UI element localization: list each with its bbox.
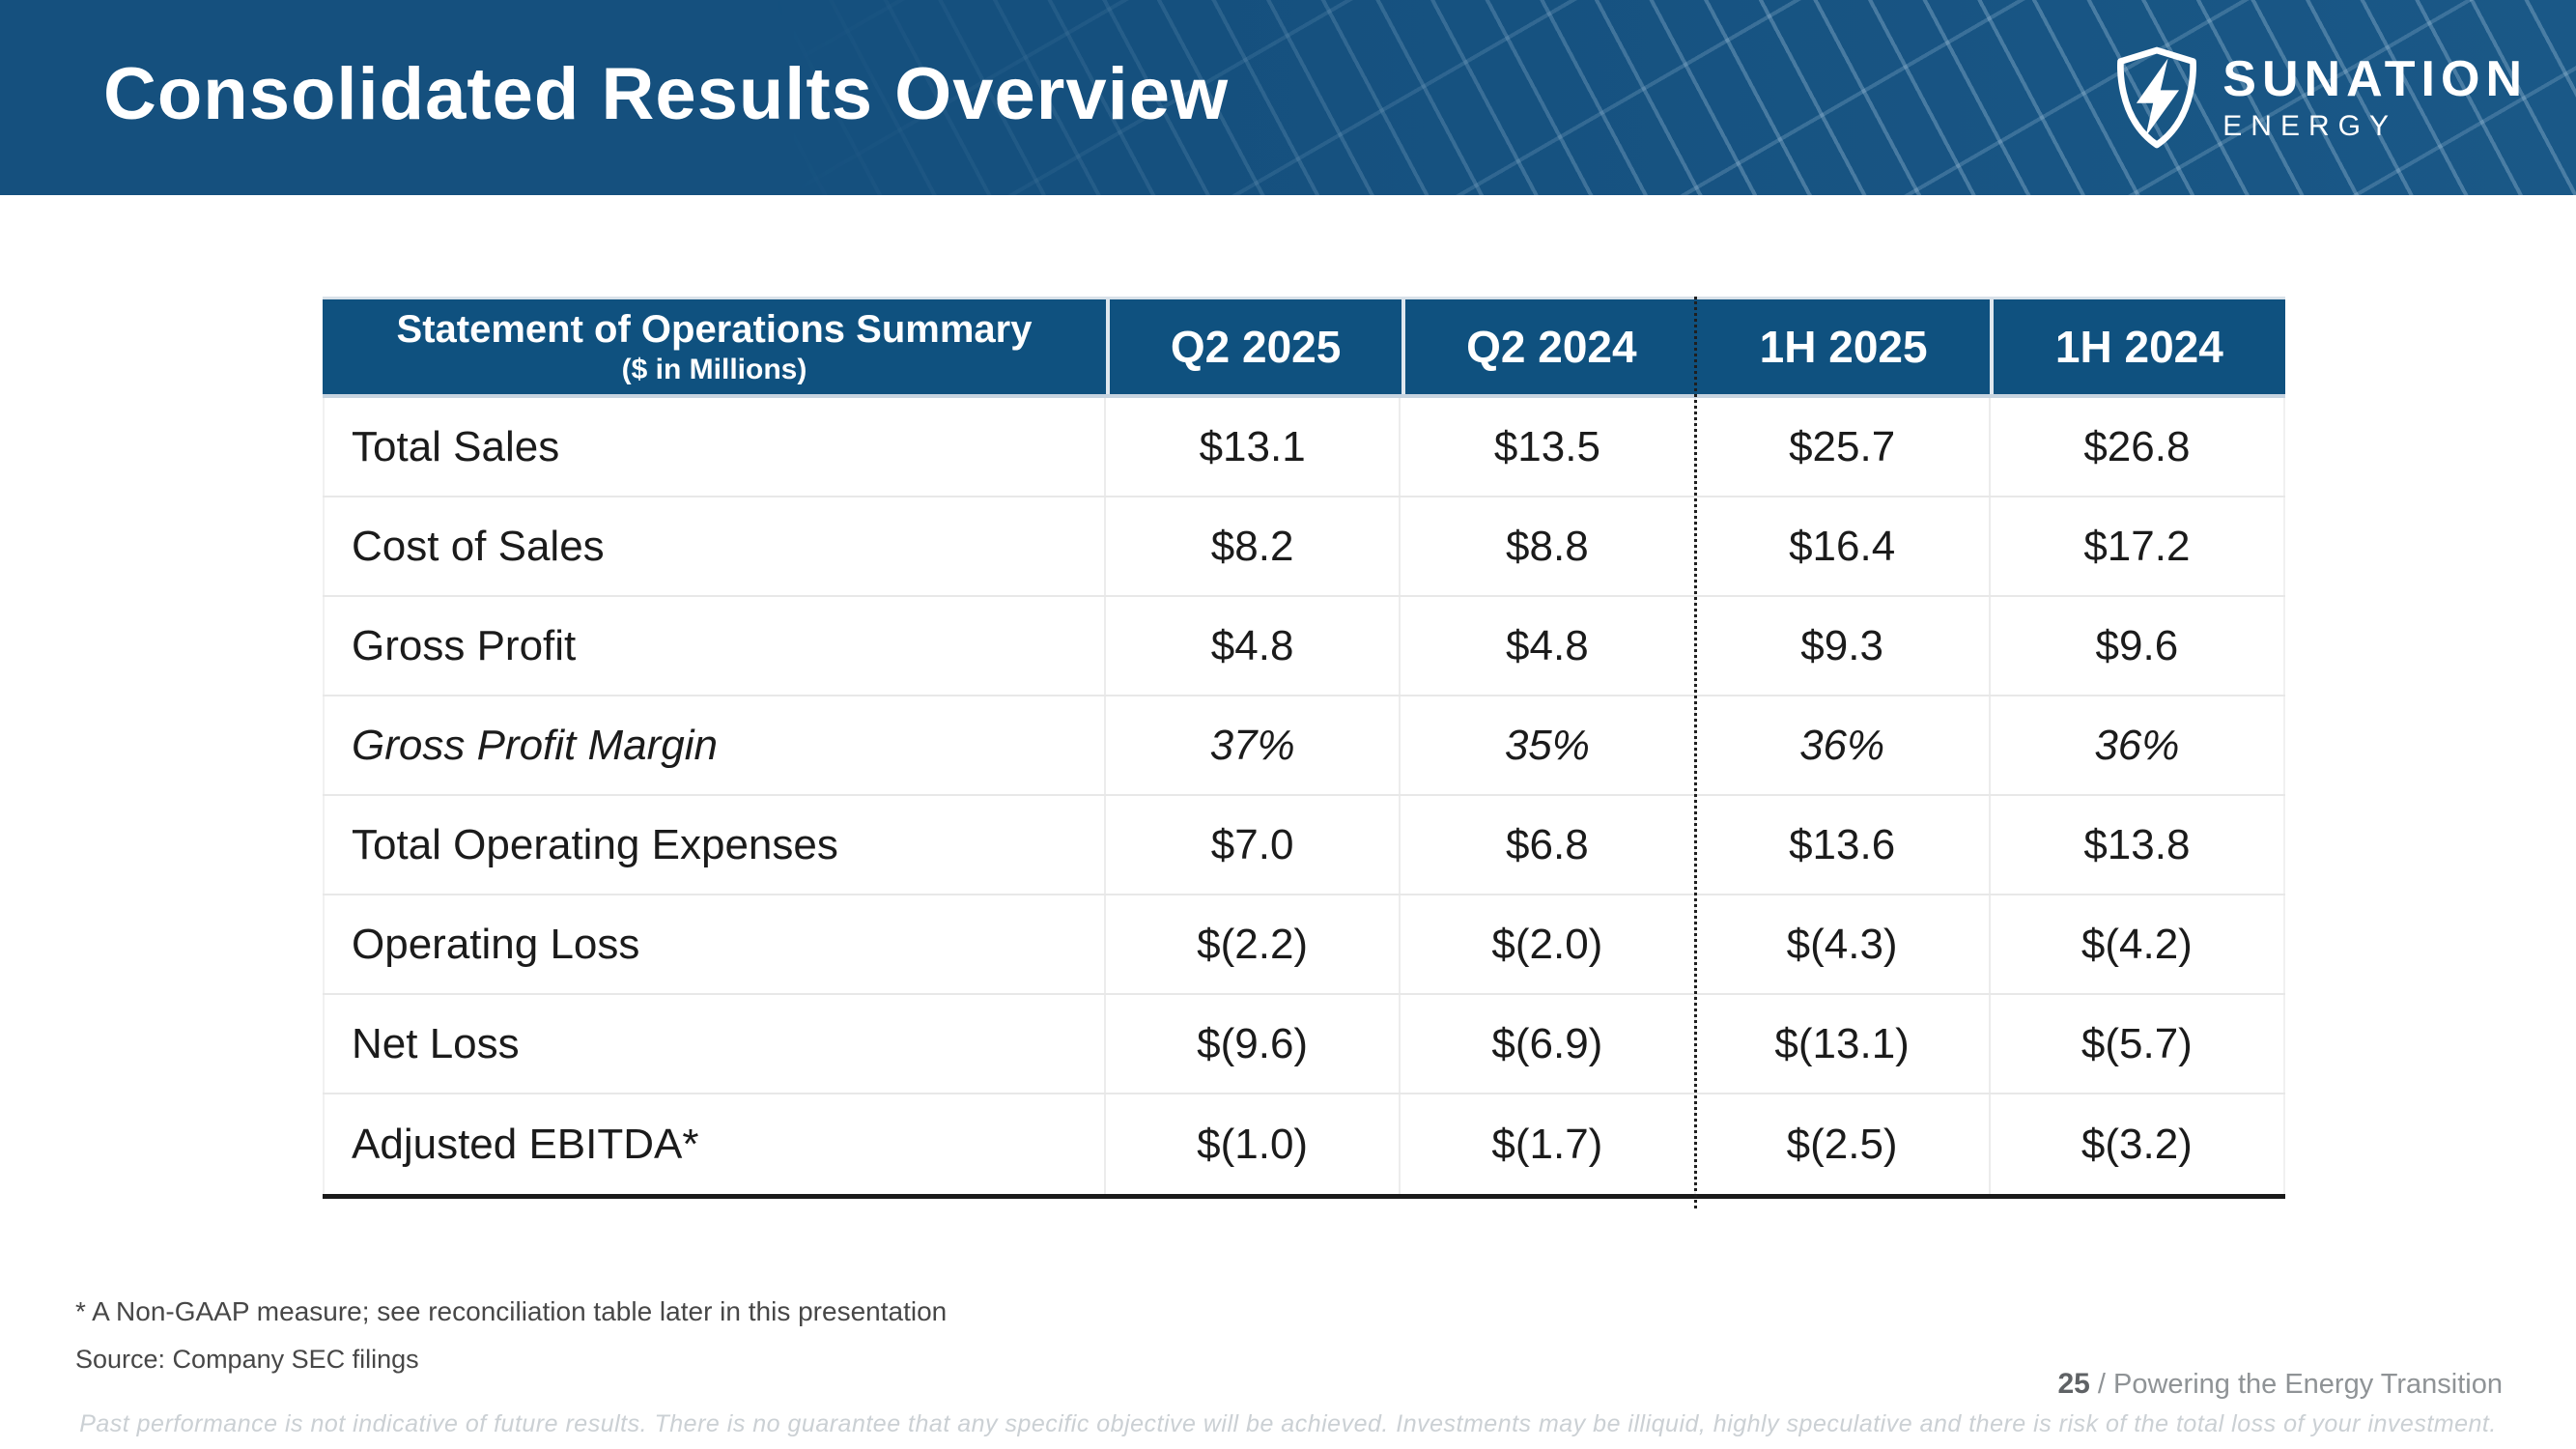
row-value: 36% — [1991, 696, 2285, 794]
row-label: Total Sales — [323, 398, 1106, 496]
table-row: Operating Loss $(2.2) $(2.0) $(4.3) $(4.2) — [323, 895, 2285, 995]
header-banner: Consolidated Results Overview SUNATION E… — [0, 0, 2576, 195]
row-label: Adjusted EBITDA* — [323, 1094, 1106, 1194]
row-label: Net Loss — [323, 995, 1106, 1093]
logo-name: SUNATION — [2222, 51, 2528, 107]
row-value: $13.5 — [1401, 398, 1696, 496]
row-value: $13.6 — [1696, 796, 1991, 894]
table-row: Total Sales $13.1 $13.5 $25.7 $26.8 — [323, 398, 2285, 497]
row-value: $9.6 — [1991, 597, 2285, 695]
row-value: $(4.3) — [1696, 895, 1991, 993]
page-footer: 25 / Powering the Energy Transition — [2057, 1368, 2503, 1401]
table-row: Cost of Sales $8.2 $8.8 $16.4 $17.2 — [323, 497, 2285, 597]
row-value: $(6.9) — [1401, 995, 1696, 1093]
table-row: Gross Profit Margin 37% 35% 36% 36% — [323, 696, 2285, 796]
table-row: Total Operating Expenses $7.0 $6.8 $13.6 $13… — [323, 796, 2285, 895]
row-value: $9.3 — [1696, 597, 1991, 695]
table-row: Adjusted EBITDA* $(1.0) $(1.7) $(2.5) $(3.2) — [323, 1094, 2285, 1194]
row-value: $(2.5) — [1696, 1094, 1991, 1194]
row-value: $16.4 — [1696, 497, 1991, 595]
row-value: $13.1 — [1106, 398, 1401, 496]
row-value: 37% — [1106, 696, 1401, 794]
page-number: 25 — [2057, 1368, 2090, 1400]
row-label: Gross Profit — [323, 597, 1106, 695]
row-value: $7.0 — [1106, 796, 1401, 894]
logo-text: SUNATION ENERGY — [2222, 54, 2528, 141]
shield-bolt-icon — [2110, 44, 2203, 151]
footnote-source: Source: Company SEC filings — [75, 1345, 419, 1374]
row-label: Gross Profit Margin — [323, 696, 1106, 794]
results-table: Statement of Operations Summary ($ in Mi… — [323, 297, 2285, 1208]
row-value: $8.2 — [1106, 497, 1401, 595]
column-header-1h-2025: 1H 2025 — [1697, 299, 1990, 394]
row-value: $13.8 — [1991, 796, 2285, 894]
row-value: $(2.2) — [1106, 895, 1401, 993]
solar-panel-pattern — [773, 0, 2576, 195]
disclaimer-text: Past performance is not indicative of fu… — [79, 1410, 2497, 1437]
row-value: $4.8 — [1401, 597, 1696, 695]
row-value: $(1.0) — [1106, 1094, 1401, 1194]
row-label: Operating Loss — [323, 895, 1106, 993]
row-value: $8.8 — [1401, 497, 1696, 595]
row-value: $(3.2) — [1991, 1094, 2285, 1194]
footer-tagline: Powering the Energy Transition — [2113, 1369, 2503, 1400]
company-logo: SUNATION ENERGY — [2110, 44, 2528, 151]
column-header-q2-2024: Q2 2024 — [1401, 299, 1698, 394]
row-value: $26.8 — [1991, 398, 2285, 496]
footnote-non-gaap: * A Non-GAAP measure; see reconciliation… — [75, 1296, 948, 1326]
row-value: $(5.7) — [1991, 995, 2285, 1093]
slide-title: Consolidated Results Overview — [103, 53, 1230, 136]
table-title: Statement of Operations Summary — [396, 307, 1033, 351]
logo-subtitle: ENERGY — [2222, 110, 2397, 142]
row-value: $(13.1) — [1696, 995, 1991, 1093]
table-row: Gross Profit $4.8 $4.8 $9.3 $9.6 — [323, 597, 2285, 696]
row-value: $6.8 — [1401, 796, 1696, 894]
table-row: Net Loss $(9.6) $(6.9) $(13.1) $(5.7) — [323, 995, 2285, 1094]
row-value: 35% — [1401, 696, 1696, 794]
footer-separator: / — [2089, 1369, 2113, 1400]
row-value: 36% — [1696, 696, 1991, 794]
table-header-title-cell: Statement of Operations Summary ($ in Mi… — [323, 299, 1106, 394]
row-label: Total Operating Expenses — [323, 796, 1106, 894]
table-units: ($ in Millions) — [621, 353, 807, 385]
row-label: Cost of Sales — [323, 497, 1106, 595]
row-value: $(1.7) — [1401, 1094, 1696, 1194]
table-body: Total Sales $13.1 $13.5 $25.7 $26.8 Cost of S… — [323, 398, 2285, 1199]
row-value: $25.7 — [1696, 398, 1991, 496]
period-divider-line — [1694, 297, 1697, 1208]
row-value: $(9.6) — [1106, 995, 1401, 1093]
row-value: $(4.2) — [1991, 895, 2285, 993]
row-value: $4.8 — [1106, 597, 1401, 695]
row-value: $17.2 — [1991, 497, 2285, 595]
table-header-row: Statement of Operations Summary ($ in Mi… — [323, 297, 2285, 398]
column-header-q2-2025: Q2 2025 — [1106, 299, 1402, 394]
column-header-1h-2024: 1H 2024 — [1989, 299, 2285, 394]
row-value: $(2.0) — [1401, 895, 1696, 993]
